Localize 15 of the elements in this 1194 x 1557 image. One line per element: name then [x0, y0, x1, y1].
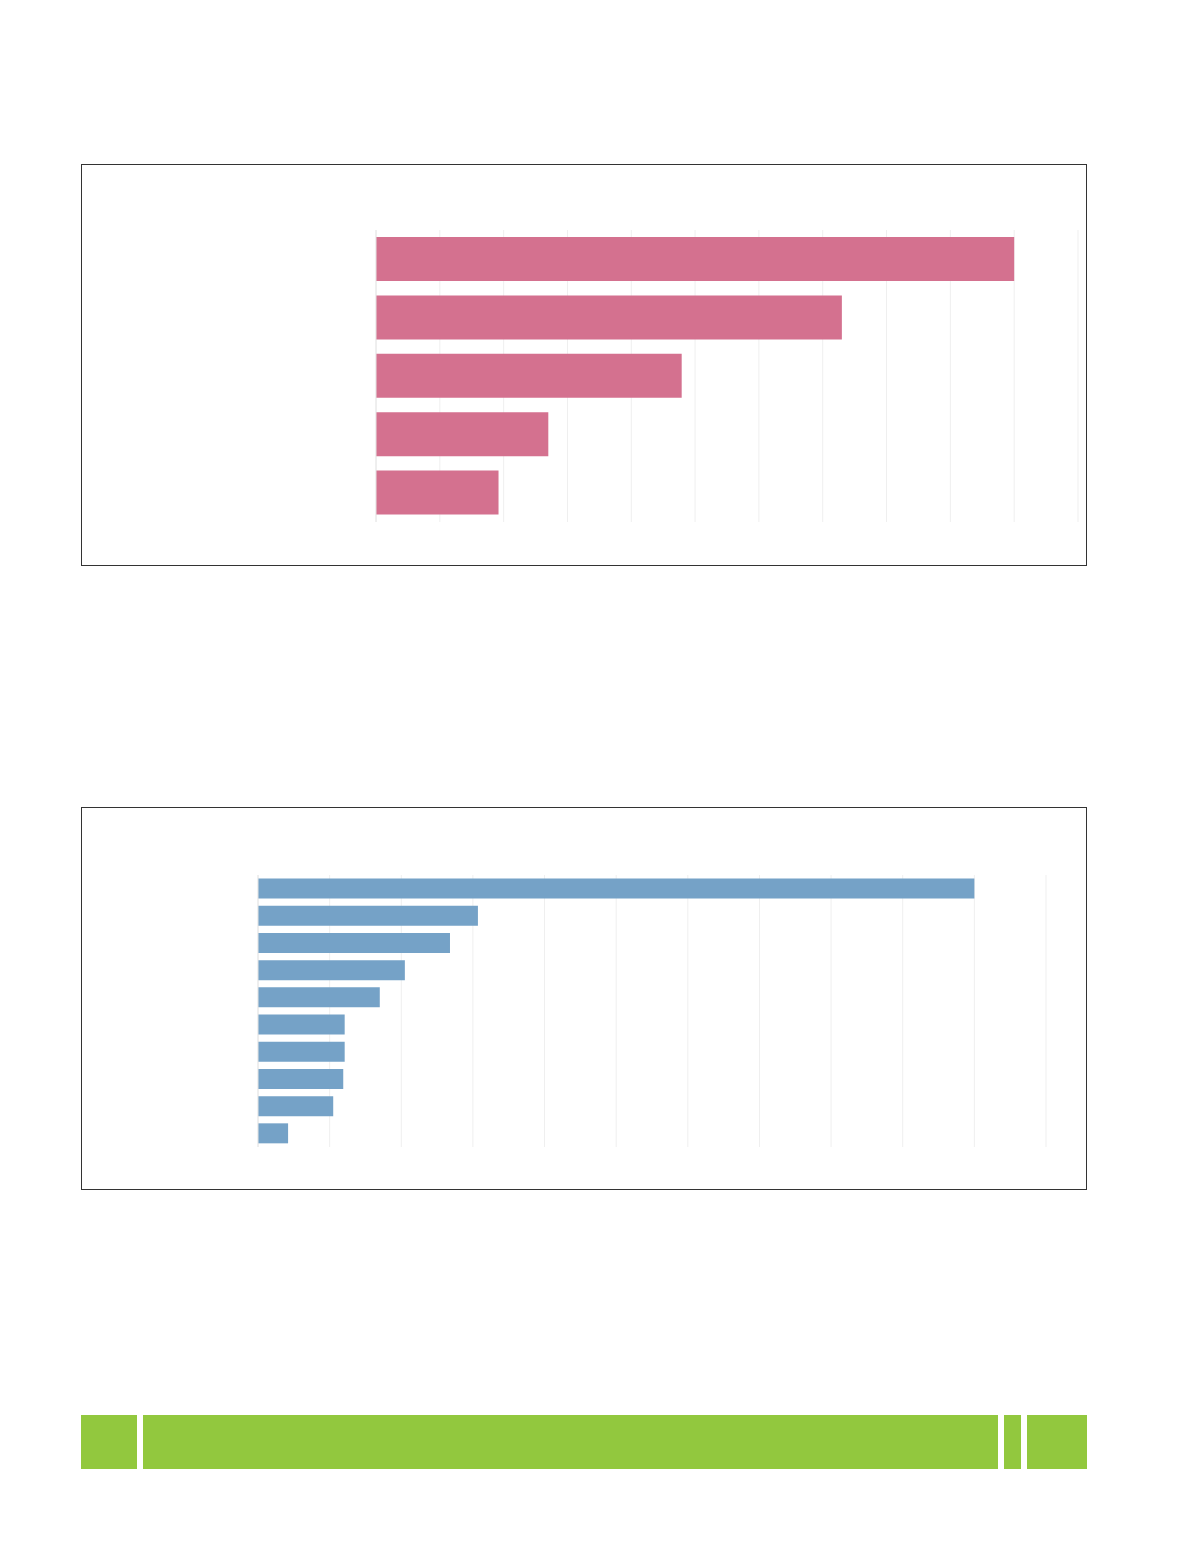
bar: [376, 353, 682, 398]
bar: [258, 1123, 289, 1144]
bar: [258, 1041, 345, 1062]
bar: [376, 295, 842, 340]
bar: [258, 932, 450, 953]
bar: [258, 905, 478, 926]
bar: [376, 412, 549, 457]
bar: [258, 987, 380, 1008]
bar: [258, 878, 975, 899]
bar: [258, 1014, 345, 1035]
bar: [258, 960, 405, 981]
bar: [376, 237, 1015, 282]
bar: [258, 1096, 334, 1117]
bar: [376, 470, 499, 515]
bar: [258, 1068, 344, 1089]
